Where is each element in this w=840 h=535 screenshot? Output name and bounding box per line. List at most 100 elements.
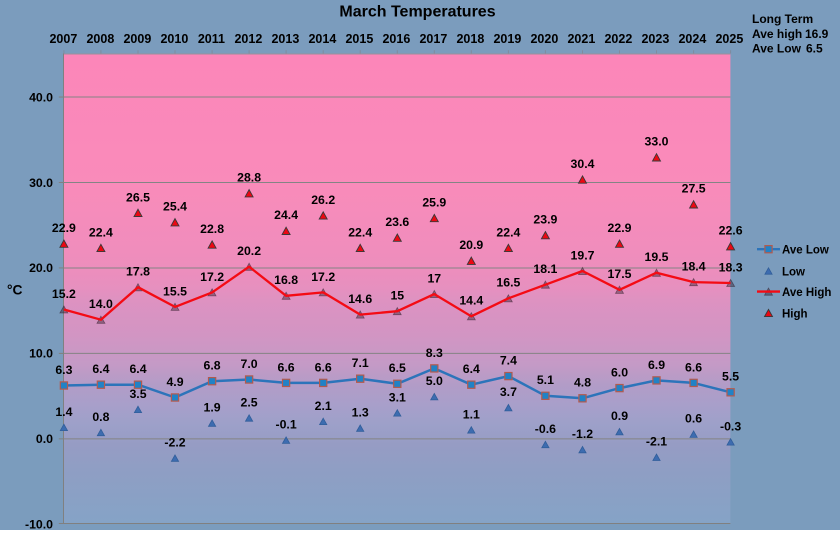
svg-text:15.5: 15.5 <box>163 284 187 298</box>
svg-text:3.5: 3.5 <box>129 387 146 401</box>
svg-text:5.0: 5.0 <box>426 374 443 388</box>
svg-text:3.7: 3.7 <box>500 385 517 399</box>
svg-text:2016: 2016 <box>382 32 410 46</box>
svg-text:2024: 2024 <box>678 32 706 46</box>
svg-text:25.9: 25.9 <box>422 195 446 209</box>
svg-text:2022: 2022 <box>604 32 632 46</box>
svg-text:°C: °C <box>7 283 23 298</box>
svg-text:6.4: 6.4 <box>463 362 480 376</box>
svg-text:-0.3: -0.3 <box>720 419 741 433</box>
svg-text:0.6: 0.6 <box>685 412 702 426</box>
svg-text:6.9: 6.9 <box>648 358 665 372</box>
svg-text:26.2: 26.2 <box>311 193 335 207</box>
svg-text:30.4: 30.4 <box>571 157 595 171</box>
svg-text:-1.2: -1.2 <box>572 427 593 441</box>
svg-text:4.9: 4.9 <box>166 375 183 389</box>
svg-text:6.0: 6.0 <box>611 366 628 380</box>
svg-text:-0.6: -0.6 <box>535 422 556 436</box>
svg-text:28.8: 28.8 <box>237 171 261 185</box>
svg-text:22.4: 22.4 <box>348 225 372 239</box>
svg-text:22.8: 22.8 <box>200 222 224 236</box>
svg-text:2007: 2007 <box>49 32 77 46</box>
svg-text:1.4: 1.4 <box>55 405 72 419</box>
svg-text:22.9: 22.9 <box>608 221 632 235</box>
svg-text:4.8: 4.8 <box>574 376 591 390</box>
svg-text:Long Term: Long Term <box>752 12 813 26</box>
svg-text:6.4: 6.4 <box>92 362 109 376</box>
svg-text:20.9: 20.9 <box>459 238 483 252</box>
svg-text:-2.1: -2.1 <box>646 435 667 449</box>
svg-text:1.3: 1.3 <box>352 406 369 420</box>
svg-text:6.5: 6.5 <box>389 361 406 375</box>
svg-text:40.0: 40.0 <box>29 90 53 104</box>
svg-text:0.8: 0.8 <box>92 410 109 424</box>
svg-text:2019: 2019 <box>493 32 521 46</box>
svg-text:22.9: 22.9 <box>52 221 76 235</box>
svg-text:6.3: 6.3 <box>55 363 72 377</box>
svg-text:19.5: 19.5 <box>645 250 669 264</box>
svg-text:2018: 2018 <box>456 32 484 46</box>
svg-text:8.3: 8.3 <box>426 346 443 360</box>
svg-text:15: 15 <box>390 289 404 303</box>
svg-text:-2.2: -2.2 <box>164 436 185 450</box>
svg-text:2011: 2011 <box>198 32 225 46</box>
svg-text:6.6: 6.6 <box>315 360 332 374</box>
svg-text:27.5: 27.5 <box>682 182 706 196</box>
svg-text:23.9: 23.9 <box>533 213 557 227</box>
svg-text:14.4: 14.4 <box>459 294 483 308</box>
svg-text:16.9: 16.9 <box>805 27 829 41</box>
svg-text:19.7: 19.7 <box>571 248 595 262</box>
svg-text:23.6: 23.6 <box>385 215 409 229</box>
svg-text:2010: 2010 <box>160 32 188 46</box>
svg-text:Low: Low <box>782 266 805 278</box>
svg-text:2015: 2015 <box>345 32 373 46</box>
svg-text:1.9: 1.9 <box>204 401 221 415</box>
svg-text:17.2: 17.2 <box>200 270 224 284</box>
svg-text:18.4: 18.4 <box>682 260 706 274</box>
svg-text:Ave High: Ave High <box>782 287 831 299</box>
svg-text:2009: 2009 <box>123 32 151 46</box>
svg-text:2014: 2014 <box>308 32 336 46</box>
svg-text:30.0: 30.0 <box>29 176 53 190</box>
svg-text:2.5: 2.5 <box>241 395 258 409</box>
svg-text:March Temperatures: March Temperatures <box>339 4 495 21</box>
svg-text:6.6: 6.6 <box>685 360 702 374</box>
svg-text:6.5: 6.5 <box>806 42 823 56</box>
svg-text:10.0: 10.0 <box>29 347 53 361</box>
svg-text:26.5: 26.5 <box>126 190 150 204</box>
svg-text:25.4: 25.4 <box>163 200 187 214</box>
svg-text:15.2: 15.2 <box>52 287 76 301</box>
svg-text:Ave Low: Ave Low <box>752 42 802 56</box>
svg-text:17.5: 17.5 <box>608 267 632 281</box>
svg-text:7.1: 7.1 <box>352 356 369 370</box>
svg-text:2013: 2013 <box>271 32 299 46</box>
svg-text:2023: 2023 <box>641 32 669 46</box>
svg-text:2.1: 2.1 <box>315 399 332 413</box>
svg-text:20.0: 20.0 <box>29 261 53 275</box>
svg-text:0.9: 0.9 <box>611 409 628 423</box>
svg-text:2025: 2025 <box>715 32 743 46</box>
svg-text:3.1: 3.1 <box>389 390 406 404</box>
svg-text:16.5: 16.5 <box>496 276 520 290</box>
svg-text:22.4: 22.4 <box>496 225 520 239</box>
svg-text:0.0: 0.0 <box>36 432 53 446</box>
svg-text:17: 17 <box>427 272 441 286</box>
svg-text:18.3: 18.3 <box>719 260 743 274</box>
svg-text:Ave Low: Ave Low <box>782 245 829 257</box>
svg-text:5.5: 5.5 <box>722 370 739 384</box>
svg-text:22.4: 22.4 <box>89 225 113 239</box>
svg-text:22.6: 22.6 <box>719 224 743 238</box>
svg-text:-10.0: -10.0 <box>25 518 53 530</box>
svg-text:High: High <box>782 308 808 320</box>
svg-text:7.4: 7.4 <box>500 354 517 368</box>
svg-text:6.8: 6.8 <box>204 359 221 373</box>
svg-text:17.8: 17.8 <box>126 265 150 279</box>
svg-text:14.0: 14.0 <box>89 297 113 311</box>
svg-text:Ave high: Ave high <box>752 27 802 41</box>
svg-text:24.4: 24.4 <box>274 208 298 222</box>
svg-text:2021: 2021 <box>567 32 595 46</box>
svg-text:1.1: 1.1 <box>463 407 480 421</box>
svg-text:2008: 2008 <box>86 32 114 46</box>
svg-text:2017: 2017 <box>419 32 447 46</box>
svg-text:2020: 2020 <box>530 32 558 46</box>
